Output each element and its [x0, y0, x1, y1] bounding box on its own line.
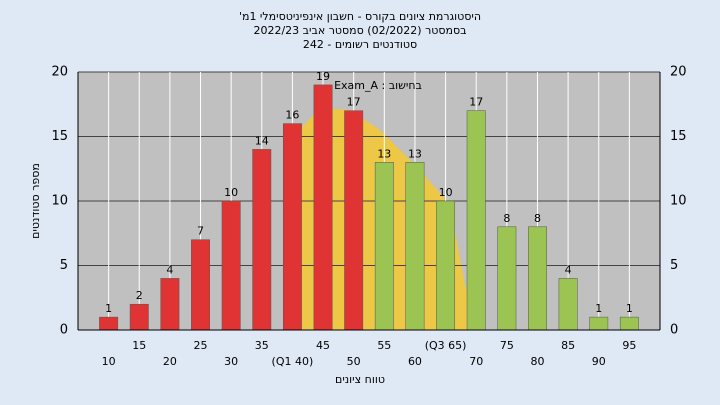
bar: [497, 226, 517, 331]
y-tick-label: 5: [60, 258, 68, 273]
value-label: 8: [534, 212, 541, 225]
bar: [191, 239, 210, 331]
x-tick-label: 20: [163, 355, 177, 368]
x-tick-label: (Q3 65): [425, 339, 467, 352]
x-tick-label: 55: [377, 339, 391, 352]
x-tick-label: 95: [622, 339, 636, 352]
value-label: 14: [255, 134, 269, 147]
value-label: 13: [408, 147, 422, 160]
value-label: 7: [197, 225, 204, 238]
y-tick-label: 0: [60, 323, 68, 338]
value-label: 10: [224, 186, 238, 199]
value-label: 19: [316, 70, 330, 83]
y-tick-label: 10: [51, 194, 68, 209]
value-label: 17: [347, 96, 361, 109]
x-tick-label: 60: [408, 355, 422, 368]
x-tick-label: 30: [224, 355, 238, 368]
bar: [466, 110, 486, 331]
bar: [344, 110, 364, 331]
value-label: 4: [166, 263, 173, 276]
x-tick-label: 70: [469, 355, 483, 368]
bar: [313, 84, 333, 331]
annotation: בחישוב : Exam_A: [334, 79, 422, 92]
bar: [282, 123, 302, 331]
x-tick-label: 90: [592, 355, 606, 368]
value-label: 1: [595, 302, 602, 315]
y2-tick-label: 10: [670, 194, 687, 209]
value-label: 1: [626, 302, 633, 315]
y2-tick-label: 20: [670, 65, 687, 80]
x-tick-label: 80: [530, 355, 544, 368]
x-tick-label: 25: [194, 339, 208, 352]
x-tick-label: 75: [500, 339, 514, 352]
bar: [528, 226, 547, 331]
x-tick-label: 15: [132, 339, 146, 352]
bar: [374, 162, 394, 331]
bar: [129, 303, 149, 331]
bar: [589, 316, 609, 331]
x-tick-label: 10: [102, 355, 116, 368]
value-label: 8: [503, 212, 510, 225]
value-label: 10: [439, 186, 453, 199]
x-axis-label: טווח ציונים: [335, 373, 385, 386]
value-label: 17: [469, 96, 483, 109]
bar: [558, 278, 578, 331]
x-tick-label: 50: [347, 355, 361, 368]
bar: [160, 278, 180, 331]
x-tick-label: 45: [316, 339, 330, 352]
value-label: 4: [565, 263, 572, 276]
y-tick-label: 20: [51, 65, 68, 80]
chart-subtitle: בסמסטר (02/2022) סמסטר אביב 2022/23: [253, 24, 466, 37]
bar: [221, 200, 241, 331]
bar: [99, 316, 119, 331]
x-tick-label: (Q1 40): [272, 355, 314, 368]
x-tick-label: 35: [255, 339, 269, 352]
y2-tick-label: 0: [670, 323, 678, 338]
chart-subtitle: סטודנטים רשומים - 242: [303, 38, 417, 51]
value-label: 13: [377, 147, 391, 160]
bar: [619, 316, 639, 331]
value-label: 2: [136, 289, 143, 302]
y2-tick-label: 15: [670, 129, 687, 144]
value-label: 16: [285, 109, 299, 122]
value-label: 1: [105, 302, 112, 315]
y-axis-label: מספר סטודנטים: [29, 163, 42, 239]
bar: [405, 162, 425, 331]
bar: [252, 149, 272, 331]
y2-tick-label: 5: [670, 258, 678, 273]
x-tick-label: 85: [561, 339, 575, 352]
y-tick-label: 15: [51, 129, 68, 144]
bar: [436, 200, 456, 331]
chart-title: היסטוגרמת ציונים בקורס - חשבון אינפיניטס…: [239, 10, 481, 23]
